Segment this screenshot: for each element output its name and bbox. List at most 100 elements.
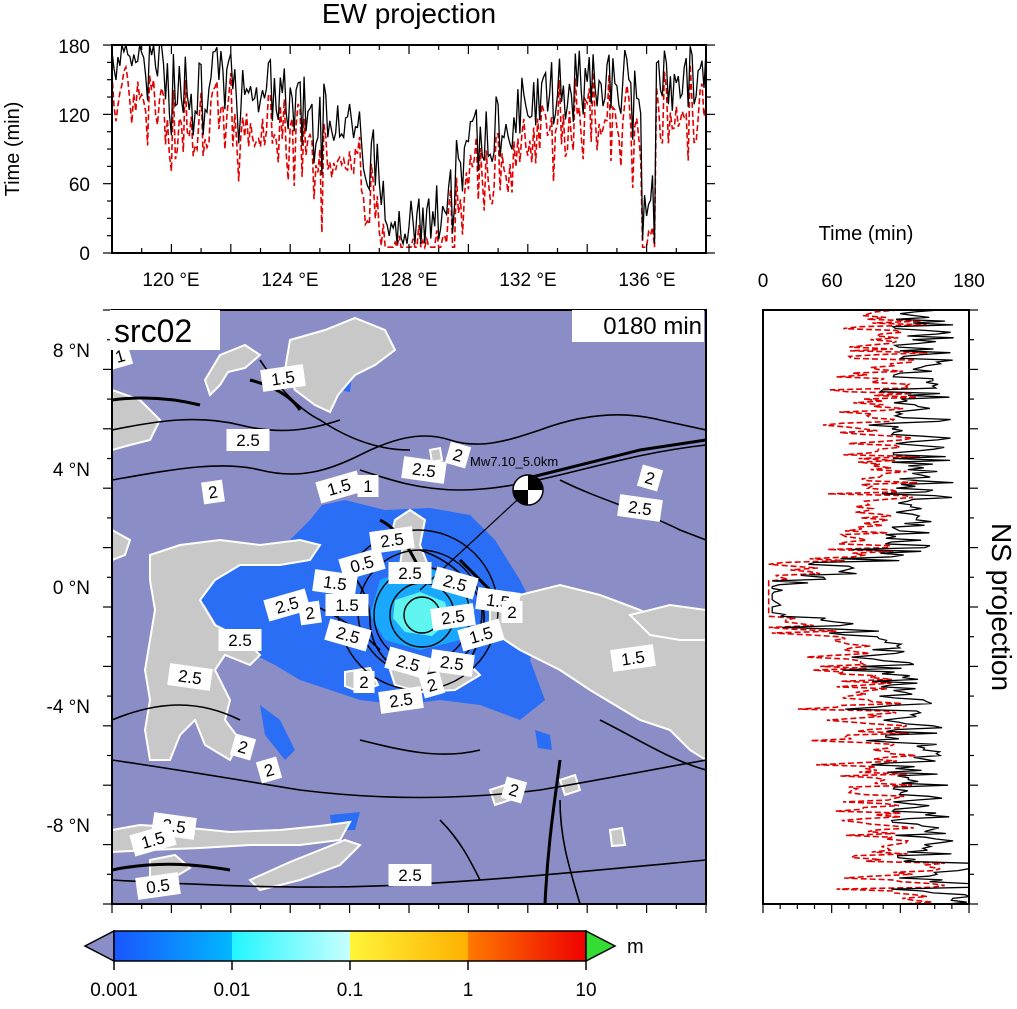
ew-xtick-136e: 136 °E [618, 270, 675, 291]
borneo-east [112, 528, 132, 562]
contour-label: 2 [636, 464, 664, 492]
map-panel: Mw7.10_5.0km 11.52.52.521.52 12.520.52.52… [47, 309, 707, 913]
contour-label: 2 [353, 671, 375, 693]
time-label: 0180 min [603, 313, 702, 340]
contour-label: 2.5 [378, 686, 424, 714]
colorbar-tick-label-4: 1 [463, 980, 474, 1001]
svg-text:2.5: 2.5 [440, 606, 466, 628]
svg-text:2.5: 2.5 [236, 431, 260, 450]
visayas-islands [203, 343, 262, 397]
contour-label: 2 [501, 601, 523, 623]
mindanao [283, 316, 397, 414]
contour-label: 1.5 [315, 470, 363, 504]
colorbar-segment-4 [468, 931, 586, 961]
contour-label: 2 [229, 733, 257, 761]
svg-text:1.5: 1.5 [335, 596, 359, 615]
ew-xtick-132e: 132 °E [499, 270, 556, 291]
svg-text:1: 1 [363, 477, 372, 496]
colorbar-segment-2 [232, 931, 350, 961]
colorbar-low-triangle [83, 929, 115, 963]
aru [608, 826, 627, 848]
ew-xtick-120e: 120 °E [142, 270, 199, 291]
svg-text:2.5: 2.5 [627, 497, 653, 519]
ew-tick-marks [103, 44, 715, 254]
svg-text:0.5: 0.5 [145, 875, 171, 897]
map-tick-marks [103, 309, 707, 913]
ns-xtick-120: 120 [884, 271, 916, 292]
svg-text:2.5: 2.5 [388, 689, 414, 711]
contour-label: 2.5 [430, 603, 476, 631]
colorbar-tick-label-1: 0.001 [90, 980, 138, 1001]
svg-text:2.5: 2.5 [398, 564, 422, 583]
contour-label: 1.5 [325, 594, 369, 616]
ew-projection-panel: EW projection Time (min) 0 60 120 180 12… [2, 0, 715, 291]
talaud [428, 446, 444, 464]
ew-panel-title: EW projection [322, 0, 496, 29]
colorbar: m 0.001 0.01 0.1 1 10 [83, 929, 644, 1001]
colorbar-unit: m [627, 936, 644, 958]
ew-xtick-128e: 128 °E [380, 270, 437, 291]
contour-label: 2 [201, 479, 225, 505]
svg-text:2.5: 2.5 [398, 866, 422, 885]
colorbar-tick-label-3: 0.1 [337, 980, 363, 1001]
bird-head [628, 603, 706, 641]
svg-text:2: 2 [359, 673, 368, 692]
run-label: src02 [114, 313, 192, 349]
focal-mechanism-icon [512, 474, 544, 506]
contour-label: 2.5 [401, 456, 447, 484]
svg-text:1.5: 1.5 [620, 647, 646, 669]
ew-ytick-120: 120 [58, 106, 90, 127]
contour-label: 2 [444, 441, 472, 469]
ns-red-series [767, 310, 945, 904]
contour-label: 1.5 [260, 364, 306, 392]
lat-tick-4n: 4 °N [53, 460, 90, 481]
borneo [112, 388, 162, 452]
ns-xtick-0: 0 [758, 271, 769, 292]
svg-text:2: 2 [207, 482, 219, 502]
ns-xtick-60: 60 [821, 271, 842, 292]
contour-label: 2 [255, 756, 283, 784]
colorbar-tick-label-5: 10 [575, 980, 596, 1001]
contour-label: 1 [357, 475, 379, 497]
contour-label: 1.5 [610, 644, 656, 672]
ew-ytick-180: 180 [58, 37, 90, 58]
contour-label: 2.5 [369, 526, 415, 554]
contour-label: 2 [298, 600, 322, 626]
lat-tick-0n: 0 °N [53, 578, 90, 599]
ns-panel-title: NS projection [986, 523, 1017, 691]
svg-text:2: 2 [304, 603, 316, 623]
ns-black-series [771, 310, 969, 904]
svg-text:2.5: 2.5 [379, 529, 405, 551]
ns-tick-marks [762, 309, 978, 913]
svg-text:2.5: 2.5 [411, 459, 437, 481]
ns-projection-panel: Time (min) 0 60 120 180 NS projection [758, 223, 1017, 913]
colorbar-segment-3 [350, 931, 468, 961]
ew-y-axis-label: Time (min) [2, 102, 24, 197]
ew-ytick-0: 0 [79, 244, 90, 265]
ns-x-axis-label: Time (min) [819, 223, 914, 245]
contour-label: 2.5 [388, 562, 432, 584]
ew-black-series [112, 45, 706, 247]
colorbar-segment-1 [114, 931, 232, 961]
lat-tick-4s: -4 °N [47, 697, 91, 718]
event-label: Mw7.10_5.0km [470, 454, 558, 469]
contour-label: 1.5 [129, 823, 177, 857]
sumba [149, 853, 192, 882]
ew-ytick-60: 60 [69, 175, 90, 196]
time-label-box [572, 310, 704, 342]
contour-label: 1.5 [312, 569, 358, 597]
svg-text:2.5: 2.5 [439, 652, 465, 674]
contour-label: 2.5 [218, 629, 262, 651]
contour-label: 0.5 [135, 872, 181, 900]
svg-text:2.5: 2.5 [228, 631, 252, 650]
colorbar-high-triangle [585, 929, 617, 963]
lat-tick-8s: -8 °N [47, 816, 91, 837]
contour-label: 2.5 [429, 649, 475, 677]
contour-label: 2 [418, 671, 446, 699]
contour-label: 2.5 [226, 429, 270, 451]
svg-text:1.5: 1.5 [322, 572, 348, 594]
contour-labels: 11.52.52.521.52 12.520.52.52.51.5 2.52.5 2 1… [112, 342, 664, 900]
contour-label: 2 [500, 776, 528, 804]
svg-text:1.5: 1.5 [270, 367, 296, 389]
